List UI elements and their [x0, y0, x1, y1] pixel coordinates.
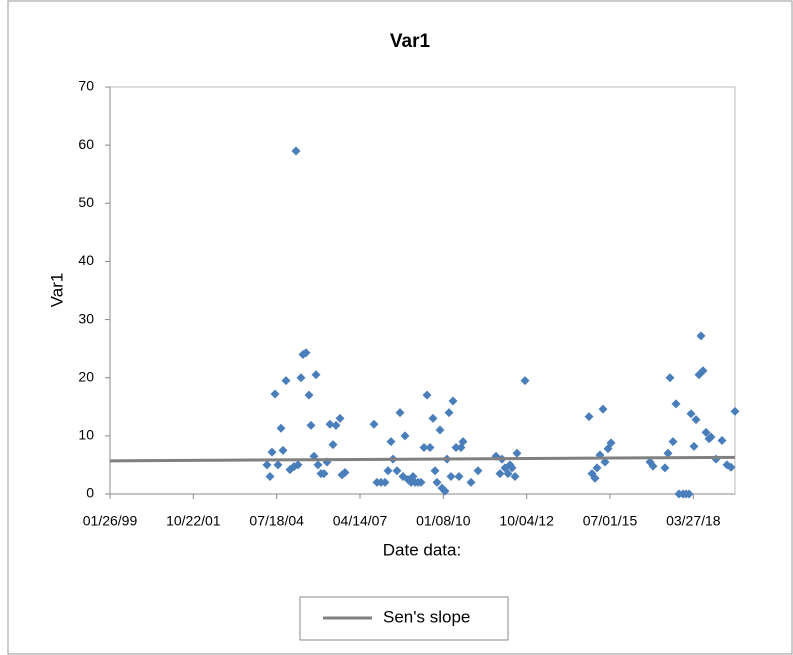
data-point	[648, 461, 658, 471]
data-point	[395, 408, 405, 418]
x-tick-label: 04/14/07	[333, 513, 388, 529]
data-point	[696, 331, 706, 341]
data-point	[319, 469, 329, 479]
data-point	[291, 146, 301, 156]
data-point	[435, 425, 445, 435]
y-tick-label: 50	[78, 194, 94, 210]
data-point	[495, 469, 505, 479]
data-point	[726, 462, 736, 472]
data-point	[444, 408, 454, 418]
x-tick-label: 10/04/12	[499, 513, 554, 529]
data-point	[293, 460, 303, 470]
data-point	[301, 348, 311, 358]
data-point	[510, 472, 520, 482]
data-point	[600, 457, 610, 467]
data-point	[270, 389, 280, 399]
data-point	[671, 399, 681, 409]
data-point	[689, 441, 699, 451]
data-point	[273, 460, 283, 470]
data-point	[706, 432, 716, 442]
data-point	[383, 466, 393, 476]
data-point	[660, 463, 670, 473]
data-point	[730, 406, 740, 416]
trend-line	[109, 455, 736, 463]
y-tick-label: 20	[78, 368, 94, 384]
data-point	[265, 472, 275, 482]
y-tick-label: 40	[78, 252, 94, 268]
data-point	[276, 423, 286, 433]
data-point	[335, 413, 345, 423]
data-point	[454, 472, 464, 482]
data-point	[306, 420, 316, 430]
legend-label: Sen's slope	[383, 607, 470, 626]
data-point	[466, 477, 476, 487]
data-point	[448, 396, 458, 406]
data-point	[325, 419, 335, 429]
data-point	[458, 437, 468, 447]
data-point	[422, 390, 432, 400]
data-point	[340, 467, 350, 477]
data-point	[473, 466, 483, 476]
y-tick-label: 60	[78, 136, 94, 152]
y-tick-label: 0	[86, 485, 94, 501]
data-point	[663, 448, 673, 458]
data-point	[598, 404, 608, 414]
data-point	[380, 477, 390, 487]
data-point	[512, 448, 522, 458]
x-axis-label: Date data:	[383, 540, 461, 559]
data-point	[698, 366, 708, 376]
data-point	[446, 472, 456, 482]
data-point	[507, 463, 517, 473]
data-point	[328, 440, 338, 450]
data-point	[428, 413, 438, 423]
chart-frame	[7, 0, 793, 655]
data-point	[440, 486, 450, 496]
data-point	[296, 373, 306, 383]
data-point	[684, 489, 694, 499]
data-point	[331, 420, 341, 430]
data-point	[311, 370, 321, 380]
data-point	[369, 419, 379, 429]
data-point	[691, 415, 701, 425]
x-tick-label: 01/08/10	[416, 513, 471, 529]
data-point	[425, 442, 435, 452]
data-point	[392, 466, 402, 476]
data-point	[432, 477, 442, 487]
data-point	[451, 442, 461, 452]
x-tick-label: 07/01/15	[583, 513, 638, 529]
data-point	[304, 390, 314, 400]
data-point	[606, 438, 616, 448]
data-point	[668, 437, 678, 447]
data-point	[281, 376, 291, 386]
data-point	[278, 445, 288, 455]
data-point	[592, 463, 602, 473]
x-tick-label: 10/22/01	[166, 513, 221, 529]
y-tick-label: 10	[78, 427, 94, 443]
data-point	[701, 427, 711, 437]
chart-title: Var1	[390, 31, 431, 52]
data-point	[313, 460, 323, 470]
data-point	[686, 409, 696, 419]
data-point	[386, 437, 396, 447]
y-tick-label: 70	[78, 78, 94, 94]
data-point	[503, 469, 513, 479]
data-point	[400, 431, 410, 441]
x-tick-label: 07/18/04	[249, 513, 304, 529]
x-tick-label: 01/26/99	[83, 513, 138, 529]
data-point	[430, 466, 440, 476]
x-tick-label: 03/27/18	[666, 513, 721, 529]
data-point	[416, 477, 426, 487]
data-point	[520, 376, 530, 386]
data-point	[267, 447, 277, 457]
y-tick-label: 30	[78, 310, 94, 326]
data-point	[584, 412, 594, 422]
data-point	[717, 436, 727, 446]
y-axis-label: Var1	[47, 273, 66, 308]
data-point	[419, 442, 429, 452]
data-point	[262, 460, 272, 470]
data-point	[665, 373, 675, 383]
data-point	[590, 473, 600, 483]
